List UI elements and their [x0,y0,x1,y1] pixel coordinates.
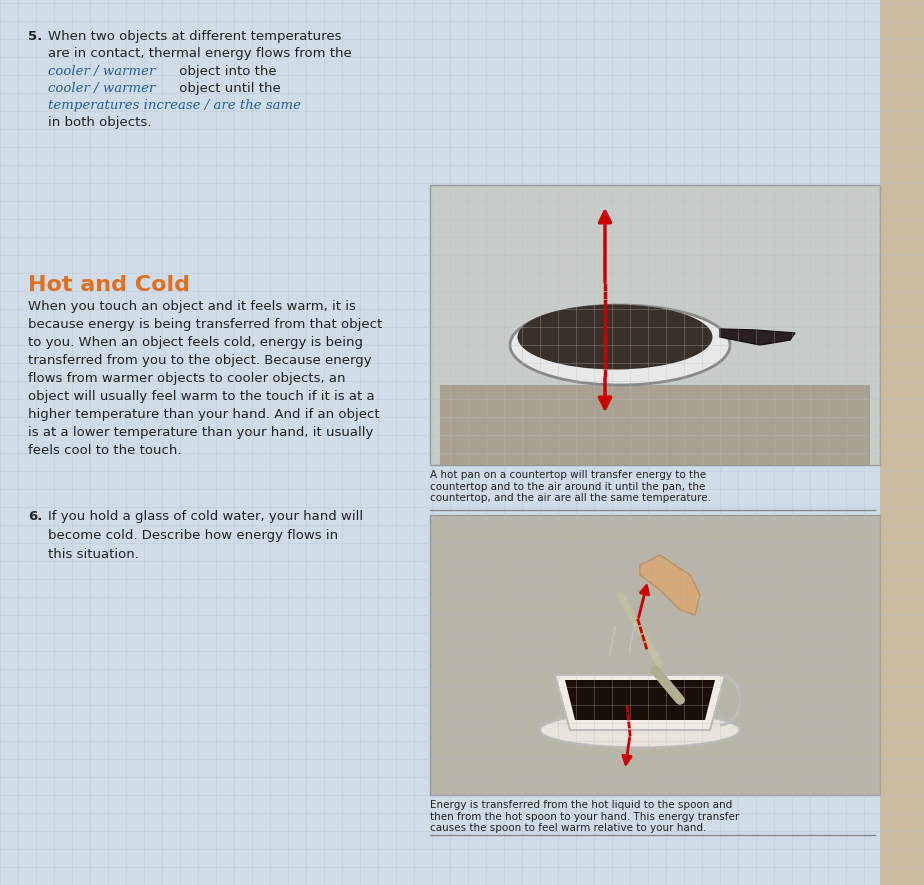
Text: A hot pan on a countertop will transfer energy to the
countertop and to the air : A hot pan on a countertop will transfer … [430,470,711,504]
Text: object into the: object into the [175,65,276,78]
FancyBboxPatch shape [880,0,924,885]
Text: are in contact, thermal energy flows from the: are in contact, thermal energy flows fro… [48,47,352,60]
FancyBboxPatch shape [430,185,880,465]
Text: 6.: 6. [28,510,43,523]
Text: If you hold a glass of cold water, your hand will
become cold. Describe how ener: If you hold a glass of cold water, your … [48,510,363,561]
Text: When two objects at different temperatures: When two objects at different temperatur… [48,30,342,43]
Text: Energy is transferred from the hot liquid to the spoon and
then from the hot spo: Energy is transferred from the hot liqui… [430,800,739,833]
Ellipse shape [517,304,712,370]
Text: When you touch an object and it feels warm, it is
because energy is being transf: When you touch an object and it feels wa… [28,300,383,457]
Text: temperatures increase / are the same: temperatures increase / are the same [48,99,301,112]
Polygon shape [555,675,725,730]
Text: cooler / warmer: cooler / warmer [48,82,155,95]
Ellipse shape [510,305,730,385]
FancyBboxPatch shape [430,515,880,795]
Polygon shape [720,329,795,345]
Polygon shape [565,680,715,720]
Text: object until the: object until the [175,82,281,95]
Text: Hot and Cold: Hot and Cold [28,275,190,295]
Text: 5.: 5. [28,30,43,43]
Text: cooler / warmer: cooler / warmer [48,65,155,78]
Text: in both objects.: in both objects. [48,116,152,129]
Polygon shape [640,555,700,615]
Ellipse shape [540,712,740,748]
FancyBboxPatch shape [440,385,870,465]
